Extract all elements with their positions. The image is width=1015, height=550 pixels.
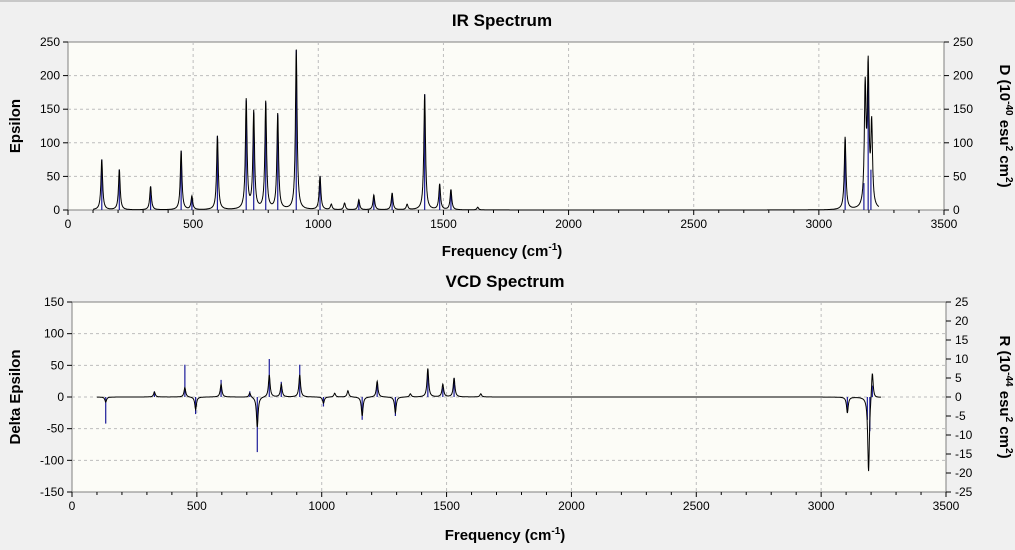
vcd-chart-title: VCD Spectrum xyxy=(445,272,564,291)
ir-y-tick-label: 50 xyxy=(47,169,61,183)
vcd-y2-tick-label: 0 xyxy=(955,390,962,404)
vcd-y2-tick-label: -10 xyxy=(955,428,973,442)
ir-y2-tick-label: 150 xyxy=(953,102,973,116)
vcd-y-tick-label: 150 xyxy=(44,295,64,309)
ir-spectrum-line xyxy=(93,49,880,211)
vcd-y-tick-label: 100 xyxy=(44,327,64,341)
ir-x-tick-label: 500 xyxy=(183,217,203,231)
vcd-x-tick-label: 500 xyxy=(187,499,207,513)
ir-y-tick-label: 150 xyxy=(40,102,60,116)
vcd-x-tick-label: 0 xyxy=(69,499,76,513)
vcd-x-tick-label: 1000 xyxy=(308,499,335,513)
ir-y-axis-label: Epsilon xyxy=(7,99,24,153)
vcd-x-tick-label: 3000 xyxy=(808,499,835,513)
vcd-y-tick-label: 0 xyxy=(57,390,64,404)
vcd-spectrum-line xyxy=(97,368,882,472)
vcd-y-tick-label: -100 xyxy=(40,453,64,467)
ir-plot-area xyxy=(67,41,945,211)
vcd-y2-tick-label: 10 xyxy=(955,352,969,366)
vcd-y-tick-label: -150 xyxy=(40,485,64,499)
vcd-y2-tick-label: 5 xyxy=(955,371,962,385)
ir-x-tick-label: 1500 xyxy=(430,217,457,231)
ir-x-tick-label: 3000 xyxy=(806,217,833,231)
ir-x-tick-label: 1000 xyxy=(305,217,332,231)
vcd-x-tick-label: 2000 xyxy=(558,499,585,513)
vcd-y2-axis-label: R (10-44 esu2 cm2) xyxy=(996,335,1014,458)
ir-x-tick-label: 0 xyxy=(65,217,72,231)
vcd-y-axis-label: Delta Epsilon xyxy=(7,349,24,444)
ir-chart-title: IR Spectrum xyxy=(452,11,552,30)
vcd-x-tick-label: 2500 xyxy=(683,499,710,513)
ir-x-tick-label: 3500 xyxy=(931,217,958,231)
ir-y2-tick-label: 250 xyxy=(953,35,973,49)
vcd-y2-tick-label: 25 xyxy=(955,295,969,309)
vcd-y2-tick-label: 20 xyxy=(955,314,969,328)
ir-y-tick-label: 250 xyxy=(40,35,60,49)
ir-y2-tick-label: 50 xyxy=(953,169,967,183)
ir-y2-axis-label: D (10-40 esu2 cm2) xyxy=(996,64,1014,187)
ir-y-tick-label: 200 xyxy=(40,69,60,83)
ir-y-tick-label: 0 xyxy=(53,203,60,217)
ir-y2-tick-label: 0 xyxy=(953,203,960,217)
vcd-y2-tick-label: -25 xyxy=(955,485,973,499)
vcd-y2-tick-label: -5 xyxy=(955,409,966,423)
ir-x-axis-label: Frequency (cm-1) xyxy=(442,242,563,260)
ir-x-tick-label: 2000 xyxy=(555,217,582,231)
vcd-y-tick-label: -50 xyxy=(47,422,65,436)
vcd-x-axis-label: Frequency (cm-1) xyxy=(445,526,566,544)
ir-y-tick-label: 100 xyxy=(40,136,60,150)
vcd-x-tick-label: 1500 xyxy=(433,499,460,513)
ir-y2-tick-label: 100 xyxy=(953,136,973,150)
vcd-y2-tick-label: -15 xyxy=(955,447,973,461)
vcd-x-tick-label: 3500 xyxy=(933,499,960,513)
vcd-y-tick-label: 50 xyxy=(51,358,65,372)
ir-y2-tick-label: 200 xyxy=(953,69,973,83)
ir-x-tick-label: 2500 xyxy=(680,217,707,231)
vcd-y2-tick-label: -20 xyxy=(955,466,973,480)
vcd-y2-tick-label: 15 xyxy=(955,333,969,347)
